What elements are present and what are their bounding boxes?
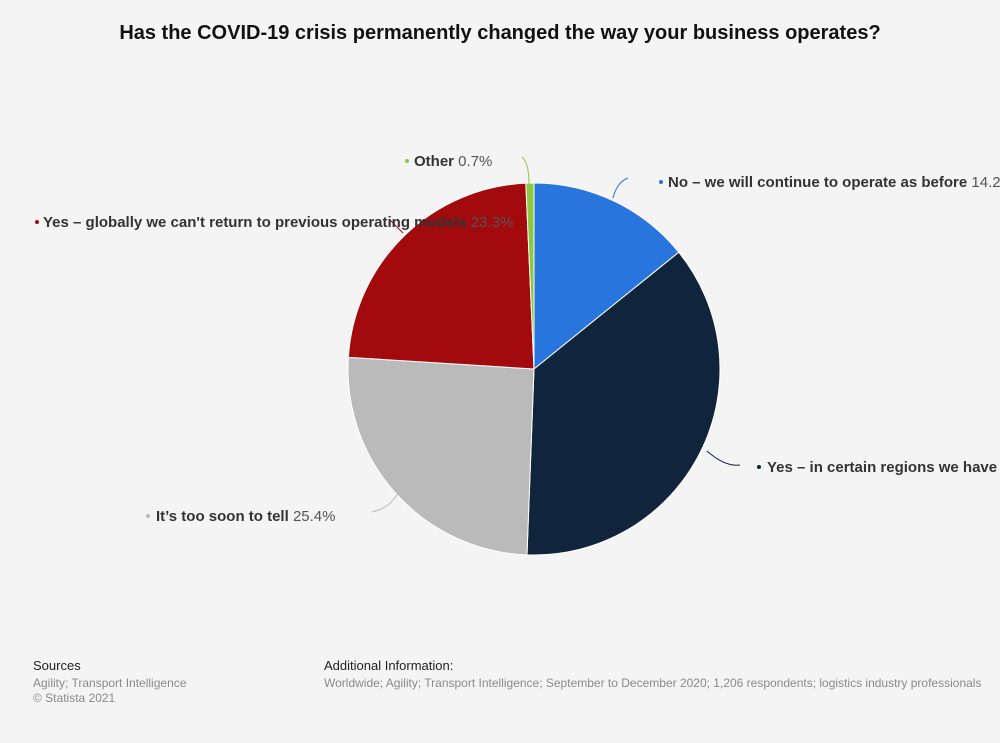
slice-label-value: 25.4% [289, 508, 336, 525]
sources-heading: Sources [33, 658, 81, 673]
slice-label: Yes – in certain regions we have to chan… [767, 459, 1000, 476]
slice-label-name: Yes – in certain regions we have to chan… [767, 459, 1000, 476]
sources-link[interactable]: Agility; Transport Intelligence [33, 676, 187, 690]
slice-label-name: It’s too soon to tell [156, 508, 289, 525]
slice-label-value: 0.7% [454, 153, 492, 170]
chart-title: Has the COVID-19 crisis permanently chan… [119, 22, 881, 44]
legend-dot [35, 220, 39, 224]
leader-line [612, 177, 629, 199]
slice-label: Yes – globally we can't return to previo… [43, 214, 513, 231]
legend-dot [659, 180, 663, 184]
pie-slice[interactable] [533, 182, 680, 371]
slice-label-value: 23.3% [467, 214, 514, 231]
slice-labels: No – we will continue to operate as befo… [35, 153, 1000, 525]
slice-label: No – we will continue to operate as befo… [668, 174, 1000, 191]
pie-slice[interactable] [526, 251, 721, 556]
leader-line [371, 492, 399, 513]
leader-line [706, 450, 741, 466]
sources-block: Sources Agility; Transport Intelligence … [33, 658, 186, 705]
legend-dot [146, 514, 150, 518]
additional-info-text: Worldwide; Agility; Transport Intelligen… [324, 676, 982, 690]
slice-label-name: No – we will continue to operate as befo… [668, 174, 967, 191]
leader-line [389, 219, 404, 234]
slice-label-name: Other [414, 153, 454, 170]
additional-info-heading: Additional Information: [324, 658, 454, 673]
pie-slice[interactable] [347, 356, 535, 556]
legend-dot [405, 159, 409, 163]
slice-label-value: 14.2% [967, 174, 1000, 191]
slice-label: Other 0.7% [414, 153, 492, 170]
legend-dot [757, 465, 761, 469]
slice-label: It’s too soon to tell 25.4% [156, 508, 335, 525]
copyright-text: © Statista 2021 [33, 691, 116, 705]
pie-slices [347, 182, 721, 556]
additional-info-block: Additional Information: Worldwide; Agili… [324, 658, 981, 690]
slice-label-name: Yes – globally we can't return to previo… [43, 214, 467, 231]
pie-slice[interactable] [347, 182, 535, 370]
leader-lines [371, 156, 741, 513]
leader-line [521, 156, 530, 185]
pie-slice[interactable] [525, 182, 535, 370]
